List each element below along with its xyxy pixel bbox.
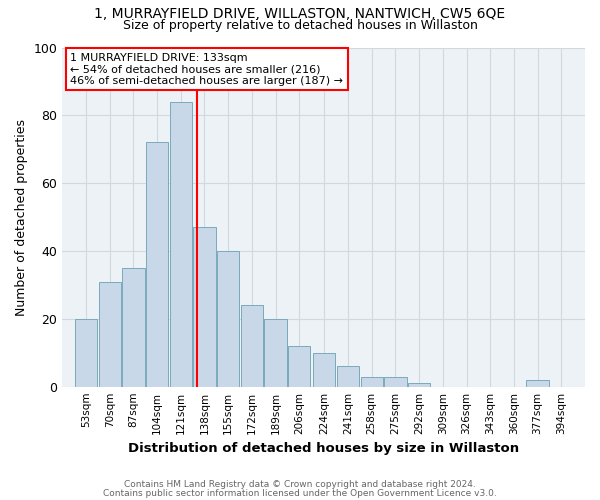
Bar [98, 282, 121, 387]
Bar [217, 251, 239, 386]
Text: Size of property relative to detached houses in Willaston: Size of property relative to detached ho… [122, 19, 478, 32]
Text: Contains public sector information licensed under the Open Government Licence v3: Contains public sector information licen… [103, 489, 497, 498]
Bar [146, 142, 168, 386]
Bar [384, 376, 407, 386]
X-axis label: Distribution of detached houses by size in Willaston: Distribution of detached houses by size … [128, 442, 519, 455]
Bar [526, 380, 549, 386]
Bar [408, 384, 430, 386]
Text: Contains HM Land Registry data © Crown copyright and database right 2024.: Contains HM Land Registry data © Crown c… [124, 480, 476, 489]
Y-axis label: Number of detached properties: Number of detached properties [15, 118, 28, 316]
Bar [193, 228, 215, 386]
Bar [241, 306, 263, 386]
Text: 1, MURRAYFIELD DRIVE, WILLASTON, NANTWICH, CW5 6QE: 1, MURRAYFIELD DRIVE, WILLASTON, NANTWIC… [94, 8, 506, 22]
Bar [265, 319, 287, 386]
Bar [170, 102, 192, 387]
Bar [361, 376, 383, 386]
Bar [337, 366, 359, 386]
Bar [288, 346, 310, 387]
Bar [75, 319, 97, 386]
Bar [122, 268, 145, 386]
Text: 1 MURRAYFIELD DRIVE: 133sqm
← 54% of detached houses are smaller (216)
46% of se: 1 MURRAYFIELD DRIVE: 133sqm ← 54% of det… [70, 52, 343, 86]
Bar [313, 353, 335, 386]
